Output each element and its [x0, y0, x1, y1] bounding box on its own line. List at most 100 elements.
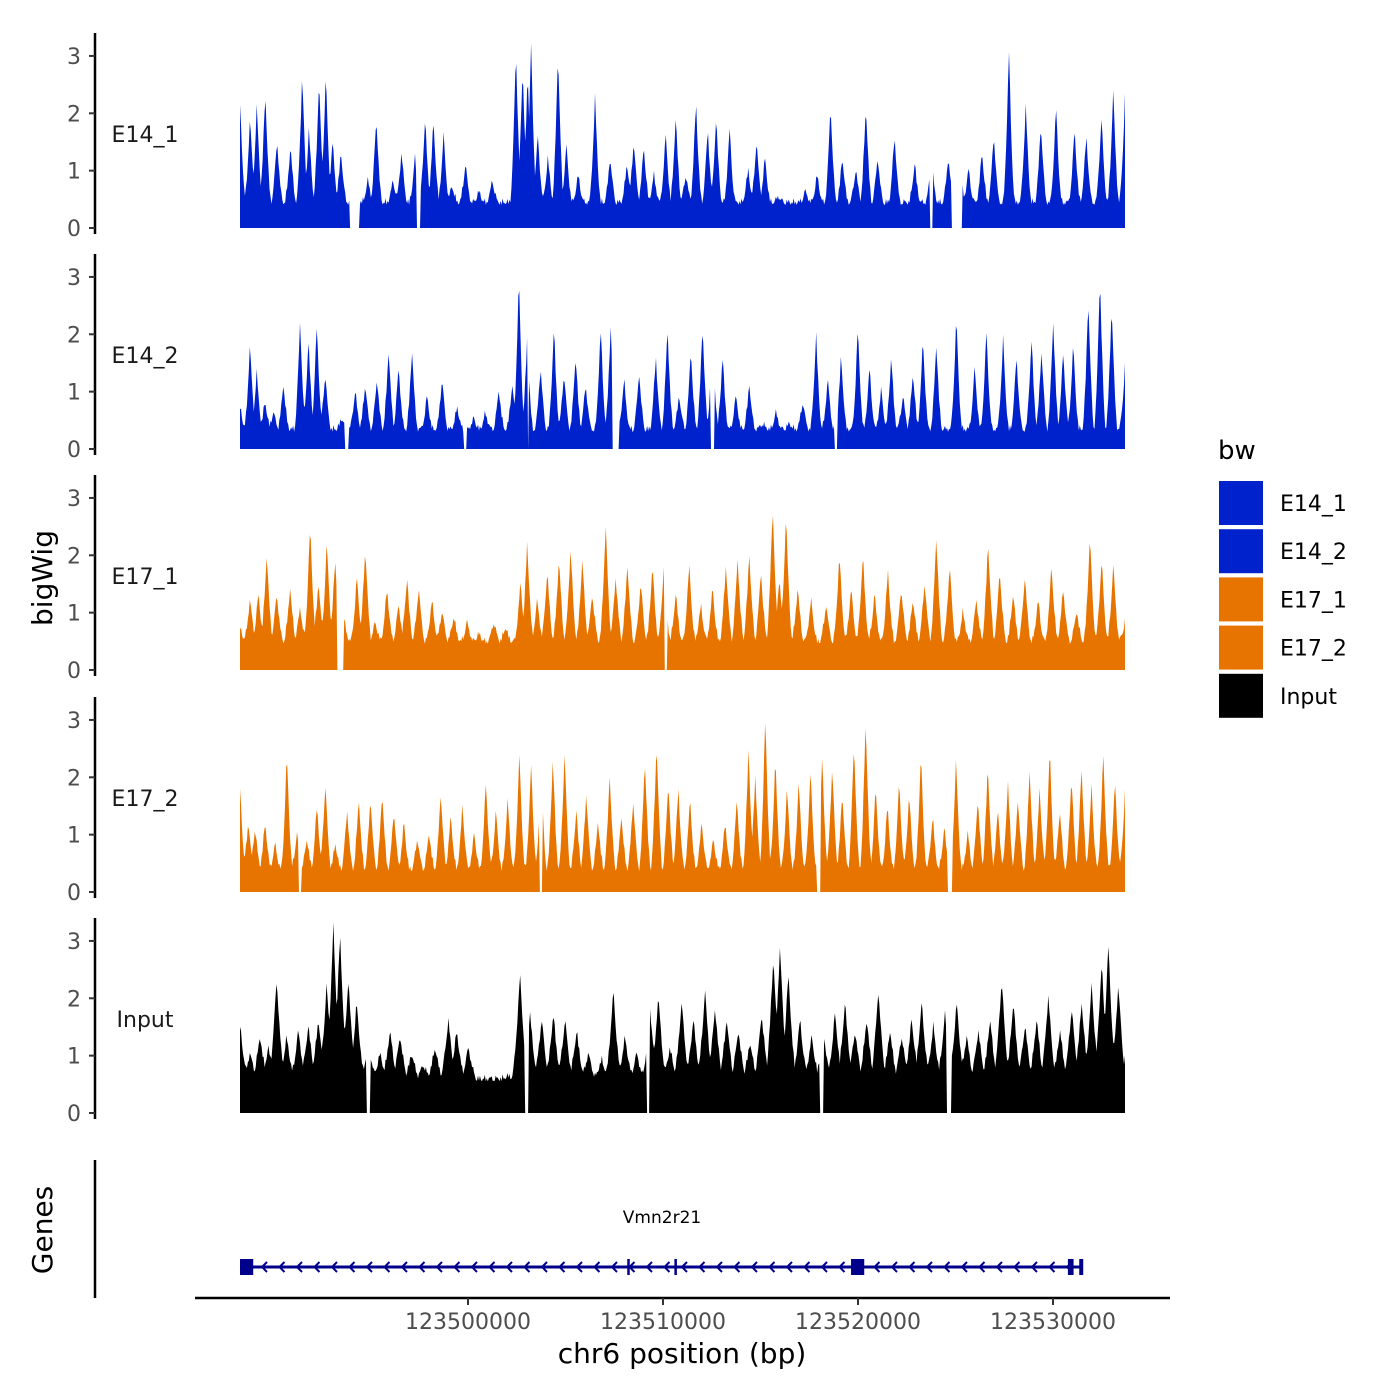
y-tick-label: 0 [67, 881, 81, 906]
legend-swatch [1219, 577, 1263, 622]
strand-arrow [435, 1261, 443, 1273]
x-tick-label: 123520000 [795, 1310, 921, 1335]
gene-vmn2r21: Vmn2r21 [240, 1208, 1084, 1275]
strand-arrow [295, 1261, 303, 1273]
track-input: 0 1 2 3 Input [67, 918, 1125, 1127]
strand-arrow [365, 1261, 373, 1273]
y-tick-label: 3 [67, 930, 81, 955]
strand-arrow [260, 1261, 268, 1273]
y-tick-label: 2 [67, 323, 81, 348]
y-tick-label: 3 [67, 709, 81, 734]
strand-arrow [978, 1261, 986, 1273]
strand-arrow [383, 1261, 391, 1273]
strand-arrow [418, 1261, 426, 1273]
y-tick-label: 1 [67, 160, 81, 185]
y-tick-label: 0 [67, 438, 81, 463]
track-label: E14_2 [112, 344, 179, 369]
strand-arrow [995, 1261, 1003, 1273]
coverage-area-e17-1 [240, 515, 1125, 670]
y-tick-label: 2 [67, 102, 81, 127]
y-tick-label: 0 [67, 659, 81, 684]
y-tick-label: 1 [67, 381, 81, 406]
y-tick-label: 3 [67, 266, 81, 291]
legend-swatch [1219, 481, 1263, 525]
strand-arrow [453, 1261, 461, 1273]
x-axis: 123500000 123510000 123520000 123530000 [195, 1296, 1170, 1335]
genes-panel: Vmn2r21 [93, 1160, 1084, 1298]
strand-arrow [750, 1261, 758, 1273]
coverage-tracks: 0 1 2 3 E14_1 0 1 2 3 E14_2 0 1 2 3 E17_1 0 1 2 3 E17_2 0 1 2 3… [67, 33, 1125, 1127]
strand-arrow [1048, 1261, 1056, 1273]
x-tick-label: 123510000 [600, 1310, 726, 1335]
legend: bw E14_1 E14_2 E17_1 E17_2 Input [1218, 436, 1347, 718]
strand-arrow [645, 1261, 653, 1273]
strand-arrow [768, 1261, 776, 1273]
strand-arrow [348, 1261, 356, 1273]
strand-arrow [733, 1261, 741, 1273]
exon [1067, 1259, 1074, 1275]
legend-title: bw [1218, 436, 1256, 466]
y-tick-label: 3 [67, 45, 81, 70]
legend-label: E14_2 [1280, 540, 1347, 565]
track-e17-1: 0 1 2 3 E17_1 [67, 475, 1125, 684]
track-label: E17_1 [112, 565, 179, 590]
coverage-area-e17-2 [240, 723, 1125, 892]
y-tick-label: 1 [67, 1045, 81, 1070]
strand-arrow [470, 1261, 478, 1273]
coverage-area-e14-2 [240, 290, 1125, 449]
strand-arrow [873, 1261, 881, 1273]
legend-item-e17-1: E17_1 [1219, 577, 1347, 622]
x-tick-label: 123500000 [405, 1310, 531, 1335]
strand-arrow [278, 1261, 286, 1273]
strand-arrow [523, 1261, 531, 1273]
x-axis-title: chr6 position (bp) [558, 1337, 807, 1370]
strand-arrow [698, 1261, 706, 1273]
x-tick-label: 123530000 [990, 1310, 1116, 1335]
coverage-area-input [240, 922, 1125, 1113]
track-label: E17_2 [112, 787, 179, 812]
strand-arrow [313, 1261, 321, 1273]
strand-arrow [890, 1261, 898, 1273]
y-tick-label: 0 [67, 217, 81, 242]
y-axis-title: bigWig [26, 530, 59, 626]
exon [240, 1259, 254, 1275]
exon [1079, 1259, 1084, 1275]
y-tick-label: 1 [67, 824, 81, 849]
y-tick-label: 2 [67, 987, 81, 1012]
track-e14-1: 0 1 2 3 E14_1 [67, 33, 1125, 242]
strand-arrow [838, 1261, 846, 1273]
y-tick-label: 2 [67, 544, 81, 569]
strand-arrow [488, 1261, 496, 1273]
y-tick-label: 3 [67, 487, 81, 512]
strand-arrow [925, 1261, 933, 1273]
y-tick-label: 1 [67, 602, 81, 627]
track-e17-2: 0 1 2 3 E17_2 [67, 697, 1125, 906]
legend-item-e14-2: E14_2 [1219, 529, 1347, 574]
strand-arrow [960, 1261, 968, 1273]
legend-swatch [1219, 625, 1263, 670]
legend-item-input: Input [1219, 673, 1337, 718]
y-tick-label: 2 [67, 766, 81, 791]
strand-arrow [1030, 1261, 1038, 1273]
genes-axis-title: Genes [26, 1186, 59, 1274]
legend-label: Input [1280, 685, 1337, 710]
coverage-area-e14-1 [240, 43, 1125, 228]
strand-arrow [575, 1261, 583, 1273]
track-e14-2: 0 1 2 3 E14_2 [67, 254, 1125, 463]
strand-arrow [680, 1261, 688, 1273]
track-label: Input [117, 1008, 174, 1033]
strand-arrow [820, 1261, 828, 1273]
track-label: E14_1 [112, 123, 179, 148]
y-tick-label: 0 [67, 1102, 81, 1127]
strand-arrow [908, 1261, 916, 1273]
strand-arrow [610, 1261, 618, 1273]
strand-arrow [593, 1261, 601, 1273]
strand-arrow [943, 1261, 951, 1273]
strand-arrow [505, 1261, 513, 1273]
strand-arrow [715, 1261, 723, 1273]
strand-arrow [1013, 1261, 1021, 1273]
strand-arrow [558, 1261, 566, 1273]
legend-item-e14-1: E14_1 [1219, 481, 1347, 525]
strand-arrow [803, 1261, 811, 1273]
